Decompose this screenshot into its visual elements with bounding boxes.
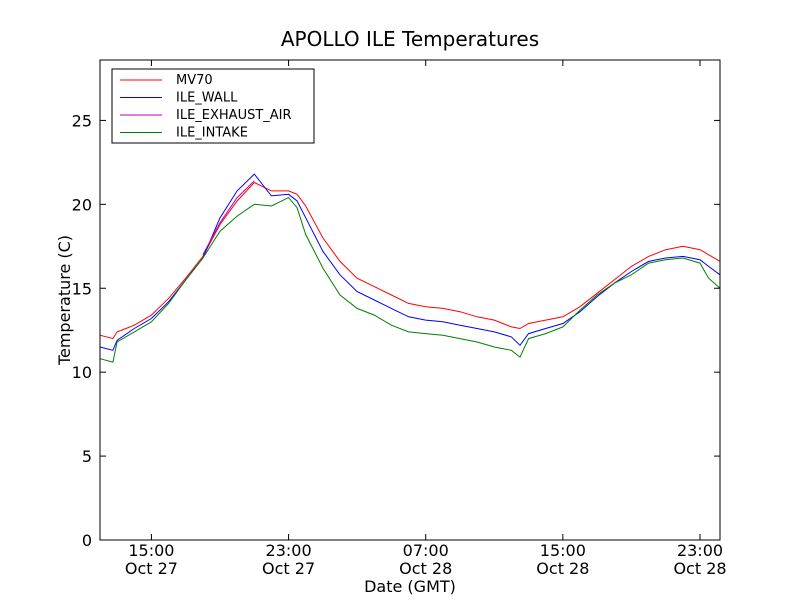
y-tick-label: 0 xyxy=(82,531,92,550)
x-axis-label: Date (GMT) xyxy=(364,577,456,596)
series-layer xyxy=(99,173,721,363)
y-tick-label: 15 xyxy=(72,279,92,298)
x-tick-label-date: Oct 27 xyxy=(125,559,178,578)
series-line-mv70 xyxy=(99,181,721,340)
x-tick-label-date: Oct 28 xyxy=(536,559,589,578)
y-axis-label: Temperature (C) xyxy=(55,235,74,366)
chart-title: APOLLO ILE Temperatures xyxy=(281,27,539,51)
x-tick-label-time: 15:00 xyxy=(128,541,174,560)
x-tick-label-date: Oct 27 xyxy=(262,559,315,578)
series-line-ile-intake xyxy=(99,196,721,363)
x-tick-label-time: 07:00 xyxy=(403,541,449,560)
y-axis-ticks: 0 5 10 15 20 25 xyxy=(72,111,720,550)
plot-frame xyxy=(99,59,721,541)
x-tick-label-date: Oct 28 xyxy=(399,559,452,578)
legend-label: ILE_EXHAUST_AIR xyxy=(176,108,292,123)
y-tick-label: 25 xyxy=(72,111,92,130)
legend: MV70 ILE_WALL ILE_EXHAUST_AIR ILE_INTAKE xyxy=(111,68,315,144)
legend-label: ILE_WALL xyxy=(176,91,238,106)
x-tick-label-date: Oct 28 xyxy=(673,559,726,578)
y-tick-label: 10 xyxy=(72,363,92,382)
legend-label: MV70 xyxy=(176,73,213,88)
x-tick-label-time: 23:00 xyxy=(266,541,312,560)
y-tick-label: 20 xyxy=(72,195,92,214)
x-tick-label-time: 15:00 xyxy=(540,541,586,560)
series-line-ile-exhaust-air xyxy=(202,180,255,255)
x-tick-label-time: 23:00 xyxy=(677,541,723,560)
legend-label: ILE_INTAKE xyxy=(176,126,248,141)
y-tick-label: 5 xyxy=(82,447,92,466)
legend-box xyxy=(111,68,315,144)
